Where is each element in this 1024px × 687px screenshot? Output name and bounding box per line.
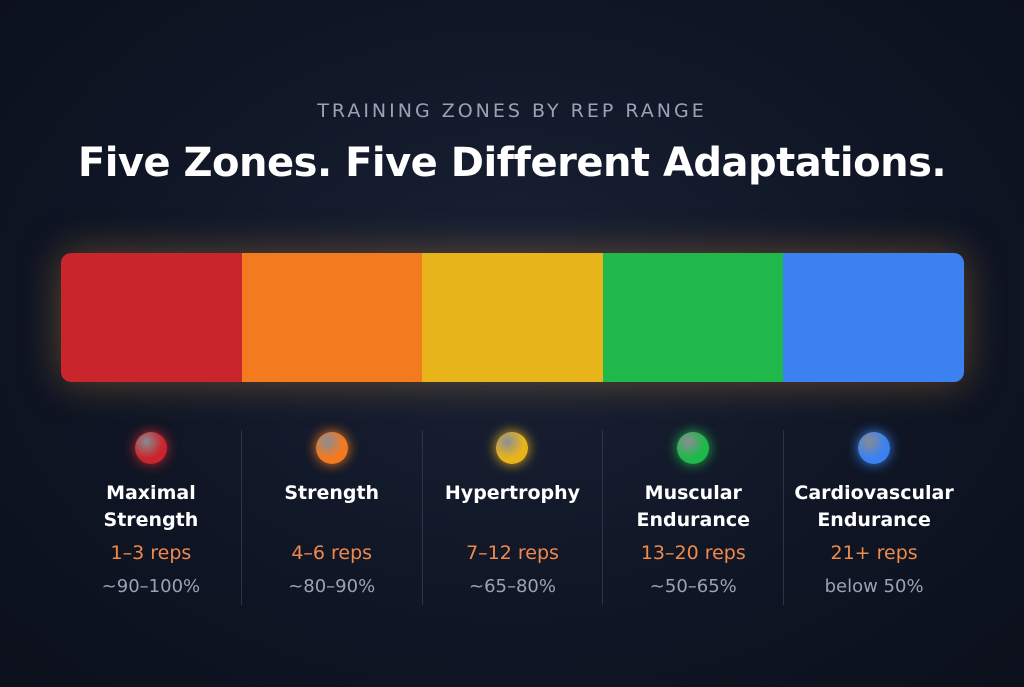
title: Five Zones. Five Different Adaptations. [77, 140, 947, 186]
zone-reps: 1–3 reps [110, 542, 192, 564]
zone-name: Muscular Endurance [636, 482, 751, 531]
zone-segment [422, 253, 603, 382]
zone-name: Hypertrophy [444, 482, 581, 504]
zone-column: Cardiovascular Endurance 21+ reps below 50… [783, 430, 964, 605]
zone-intensity: ~80–90% [288, 576, 376, 597]
zone-segment [61, 253, 242, 382]
zone-name: Maximal Strength [103, 482, 199, 531]
zone-intensity: ~65–80% [468, 576, 556, 597]
zone-segment [783, 253, 964, 382]
zone-columns: Maximal Strength 1–3 reps ~90–100% Strength… [61, 430, 964, 605]
zone-reps: 13–20 reps [640, 542, 746, 564]
zone-reps: 4–6 reps [291, 542, 373, 564]
zone-column: Hypertrophy 7–12 reps ~65–80% [421, 430, 603, 605]
zone-segment [602, 253, 784, 382]
zone-name: Cardiovascular Endurance [794, 482, 954, 531]
zone-name: Strength [284, 482, 380, 504]
zone-column: Muscular Endurance 13–20 reps ~50–65% [602, 430, 783, 605]
zone-dot [315, 432, 348, 464]
zone-dot [858, 432, 891, 464]
zone-intensity: ~90–100% [101, 576, 201, 597]
zone-intensity: ~50–65% [649, 576, 737, 597]
zone-dot [496, 432, 529, 464]
zone-dot [677, 432, 710, 464]
zone-dot [134, 432, 167, 464]
eyebrow: TRAINING ZONES BY REP RANGE [317, 100, 707, 122]
zone-reps: 7–12 reps [466, 542, 559, 564]
zone-bar [61, 253, 964, 382]
zone-reps: 21+ reps [830, 542, 918, 564]
zone-column: Maximal Strength 1–3 reps ~90–100% [61, 430, 241, 605]
zone-segment [241, 253, 423, 382]
zone-intensity: below 50% [824, 576, 924, 597]
zone-column: Strength 4–6 reps ~80–90% [240, 430, 422, 605]
